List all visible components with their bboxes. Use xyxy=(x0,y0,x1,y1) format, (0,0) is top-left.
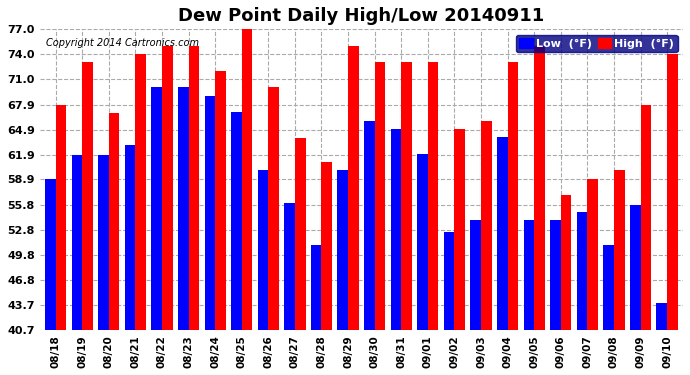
Bar xyxy=(45,179,56,375)
Bar xyxy=(656,303,667,375)
Bar xyxy=(178,87,188,375)
Bar xyxy=(151,87,162,375)
Bar xyxy=(444,232,455,375)
Title: Dew Point Daily High/Low 20140911: Dew Point Daily High/Low 20140911 xyxy=(178,7,544,25)
Bar xyxy=(257,170,268,375)
Bar xyxy=(534,46,545,375)
Bar xyxy=(135,54,146,375)
Bar xyxy=(428,63,438,375)
Bar xyxy=(337,170,348,375)
Bar xyxy=(56,105,66,375)
Bar xyxy=(667,54,678,375)
Bar xyxy=(524,220,534,375)
Bar xyxy=(204,96,215,375)
Bar xyxy=(72,154,82,375)
Bar xyxy=(311,245,322,375)
Bar xyxy=(98,154,109,375)
Bar xyxy=(402,63,412,375)
Bar xyxy=(348,46,359,375)
Text: Copyright 2014 Cartronics.com: Copyright 2014 Cartronics.com xyxy=(46,38,199,48)
Bar xyxy=(82,63,93,375)
Bar xyxy=(322,162,332,375)
Bar xyxy=(364,120,375,375)
Bar xyxy=(125,146,135,375)
Legend: Low  (°F), High  (°F): Low (°F), High (°F) xyxy=(516,35,678,52)
Bar xyxy=(577,212,587,375)
Bar xyxy=(417,154,428,375)
Bar xyxy=(109,113,119,375)
Bar xyxy=(614,170,624,375)
Bar xyxy=(188,46,199,375)
Bar xyxy=(268,87,279,375)
Bar xyxy=(162,46,172,375)
Bar xyxy=(481,122,492,375)
Bar xyxy=(455,129,465,375)
Bar xyxy=(587,179,598,375)
Bar xyxy=(375,63,385,375)
Bar xyxy=(497,137,508,375)
Bar xyxy=(295,138,306,375)
Bar xyxy=(215,71,226,375)
Bar xyxy=(630,205,640,375)
Bar xyxy=(603,245,614,375)
Bar xyxy=(471,220,481,375)
Bar xyxy=(241,29,253,375)
Bar xyxy=(550,220,561,375)
Bar xyxy=(508,63,518,375)
Bar xyxy=(231,112,241,375)
Bar xyxy=(561,195,571,375)
Bar xyxy=(284,203,295,375)
Bar xyxy=(391,129,402,375)
Bar xyxy=(640,105,651,375)
